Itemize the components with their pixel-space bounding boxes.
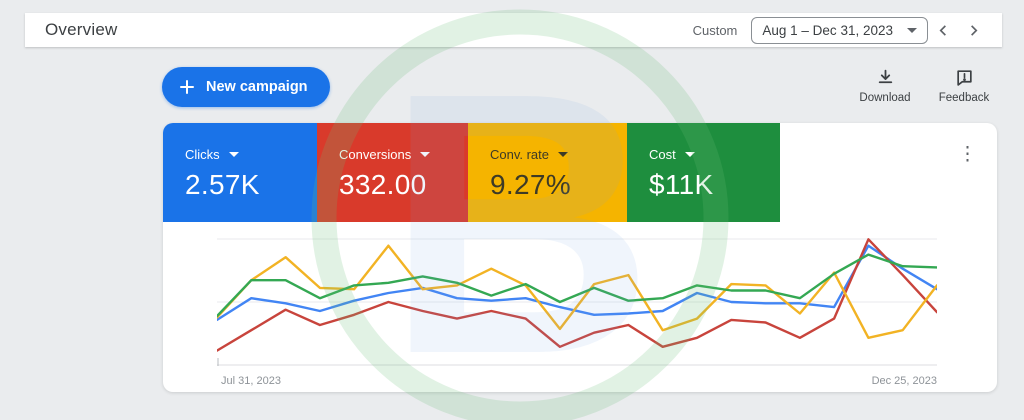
plus-icon [180,80,194,94]
x-axis-start-label: Jul 31, 2023 [221,375,281,387]
scorecard-strip: Clicks 2.57K Conversions 332.00 Conv. ra… [163,123,780,222]
date-range-dropdown[interactable]: Aug 1 – Dec 31, 2023 [751,16,928,44]
new-campaign-button[interactable]: New campaign [162,67,330,107]
page-title: Overview [45,20,118,39]
scorecard-value: 332.00 [339,169,427,200]
feedback-label: Feedback [938,92,990,104]
date-range-controls: Custom Aug 1 – Dec 31, 2023 [692,16,988,44]
chevron-down-icon[interactable] [420,152,431,157]
scorecard-clicks[interactable]: Clicks 2.57K [163,123,317,222]
chevron-down-icon[interactable] [684,152,695,157]
series-line-cost [217,253,937,318]
new-campaign-label: New campaign [206,79,308,95]
download-label: Download [859,92,911,104]
chevron-left-icon [939,24,946,36]
feedback-button[interactable]: Feedback [934,68,994,104]
panel-overflow-menu-button[interactable]: ⋮ [958,144,977,165]
scorecard-label: Clicks [185,147,220,162]
feedback-icon [956,70,972,86]
chevron-down-icon[interactable] [558,152,569,157]
download-icon [878,69,892,84]
chevron-down-icon[interactable] [228,152,239,157]
download-button[interactable]: Download [856,68,914,104]
series-line-clicks [217,244,937,322]
series-line-conv-rate [217,244,937,340]
date-range-value: Aug 1 – Dec 31, 2023 [762,22,893,38]
scorecard-conv-rate[interactable]: Conv. rate 9.27% [468,123,627,222]
top-bar: Overview Custom Aug 1 – Dec 31, 2023 [25,13,1002,47]
next-period-button[interactable] [958,17,988,43]
scorecard-value: $11K [649,169,714,200]
chevron-right-icon [970,24,977,36]
x-axis-end-label: Dec 25, 2023 [871,375,937,387]
scorecard-label: Cost [649,147,676,162]
scorecard-cost[interactable]: Cost $11K [627,123,780,222]
series-line-conversions [217,238,937,352]
scorecard-label: Conv. rate [490,147,550,162]
overview-panel: Clicks 2.57K Conversions 332.00 Conv. ra… [163,123,997,392]
scorecard-conversions[interactable]: Conversions 332.00 [317,123,468,222]
chevron-down-icon [907,27,917,33]
date-range-type-label: Custom [692,22,738,38]
overview-chart[interactable] [217,238,937,366]
scorecard-value: 9.27% [490,169,571,200]
scorecard-label: Conversions [339,147,412,162]
scorecard-value: 2.57K [185,169,260,200]
previous-period-button[interactable] [928,17,958,43]
